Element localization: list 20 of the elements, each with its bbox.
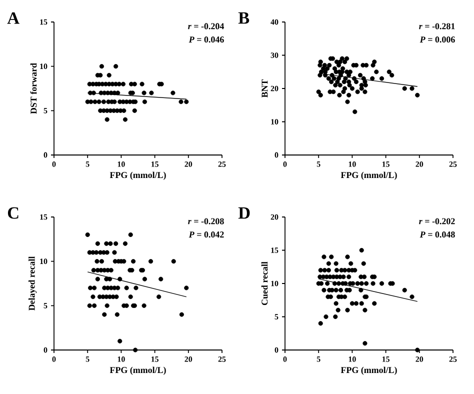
annotation: P = 0.046 [188, 36, 224, 43]
annotation: r = -0.204 [188, 23, 224, 30]
y-axis-title: Delayed recall [28, 256, 37, 311]
annotation: r = -0.202 [419, 218, 455, 224]
annotation: r = -0.281 [419, 23, 455, 30]
y-axis-title: DST forward [30, 63, 37, 114]
x-axis-title: FPG (mmol/L) [340, 366, 397, 375]
y-axis-title: Cued recall [261, 262, 268, 306]
chart-title: B [238, 12, 250, 24]
annotation: P = 0.048 [420, 231, 455, 238]
annotation: r = -0.208 [188, 218, 224, 224]
chart-title: C [8, 207, 18, 219]
x-axis-title: FPG (mmol/L) [110, 172, 166, 180]
chart-title: A [7, 12, 20, 24]
x-axis-title: FPG (mmol/L) [340, 172, 397, 180]
x-axis-title: FPG (mmol/L) [110, 366, 166, 375]
annotation: P = 0.006 [420, 36, 455, 43]
chart-title: D [238, 207, 250, 219]
annotation: P = 0.042 [188, 231, 224, 238]
y-axis-title: BNT [262, 79, 268, 98]
